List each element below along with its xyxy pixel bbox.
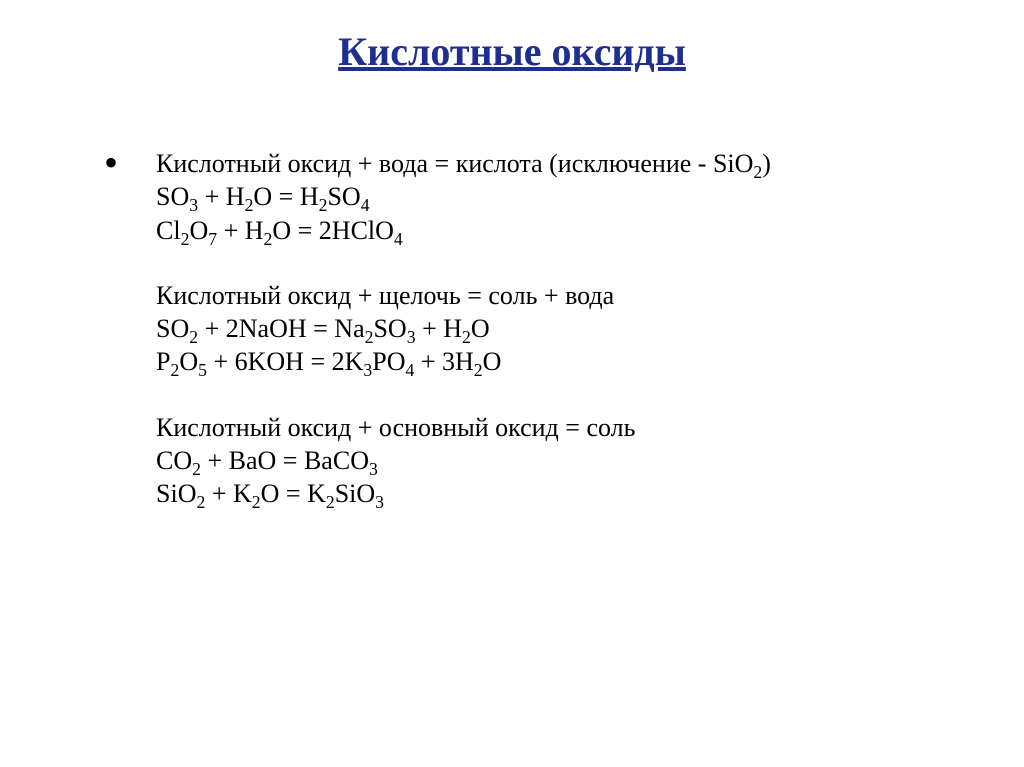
equation-line: SiO2 + K2O = K2SiO3 [156,477,771,510]
equation-line: SO2 + 2NaOH = Na2SO3 + H2O [156,312,771,345]
group-heading: Кислотный оксид + основный оксид = соль [156,411,771,444]
group-gap [156,247,771,279]
equation-line: P2O5 + 6KOH = 2K3PO4 + 3H2O [156,345,771,378]
group-gap [156,379,771,411]
slide-body: Кислотный оксид + вода = кислота (исключ… [156,147,771,510]
equation-line: CO2 + BaO = BaCO3 [156,444,771,477]
equation-line: SO3 + H2O = H2SO4 [156,180,771,213]
group-heading: Кислотный оксид + щелочь = соль + вода [156,279,771,312]
content-row: • Кислотный оксид + вода = кислота (искл… [60,147,964,510]
bullet-marker: • [104,143,118,183]
equation-line: Cl2O7 + H2O = 2HClO4 [156,214,771,247]
group-heading: Кислотный оксид + вода = кислота (исключ… [156,147,771,180]
slide-title: Кислотные оксиды [60,28,964,75]
